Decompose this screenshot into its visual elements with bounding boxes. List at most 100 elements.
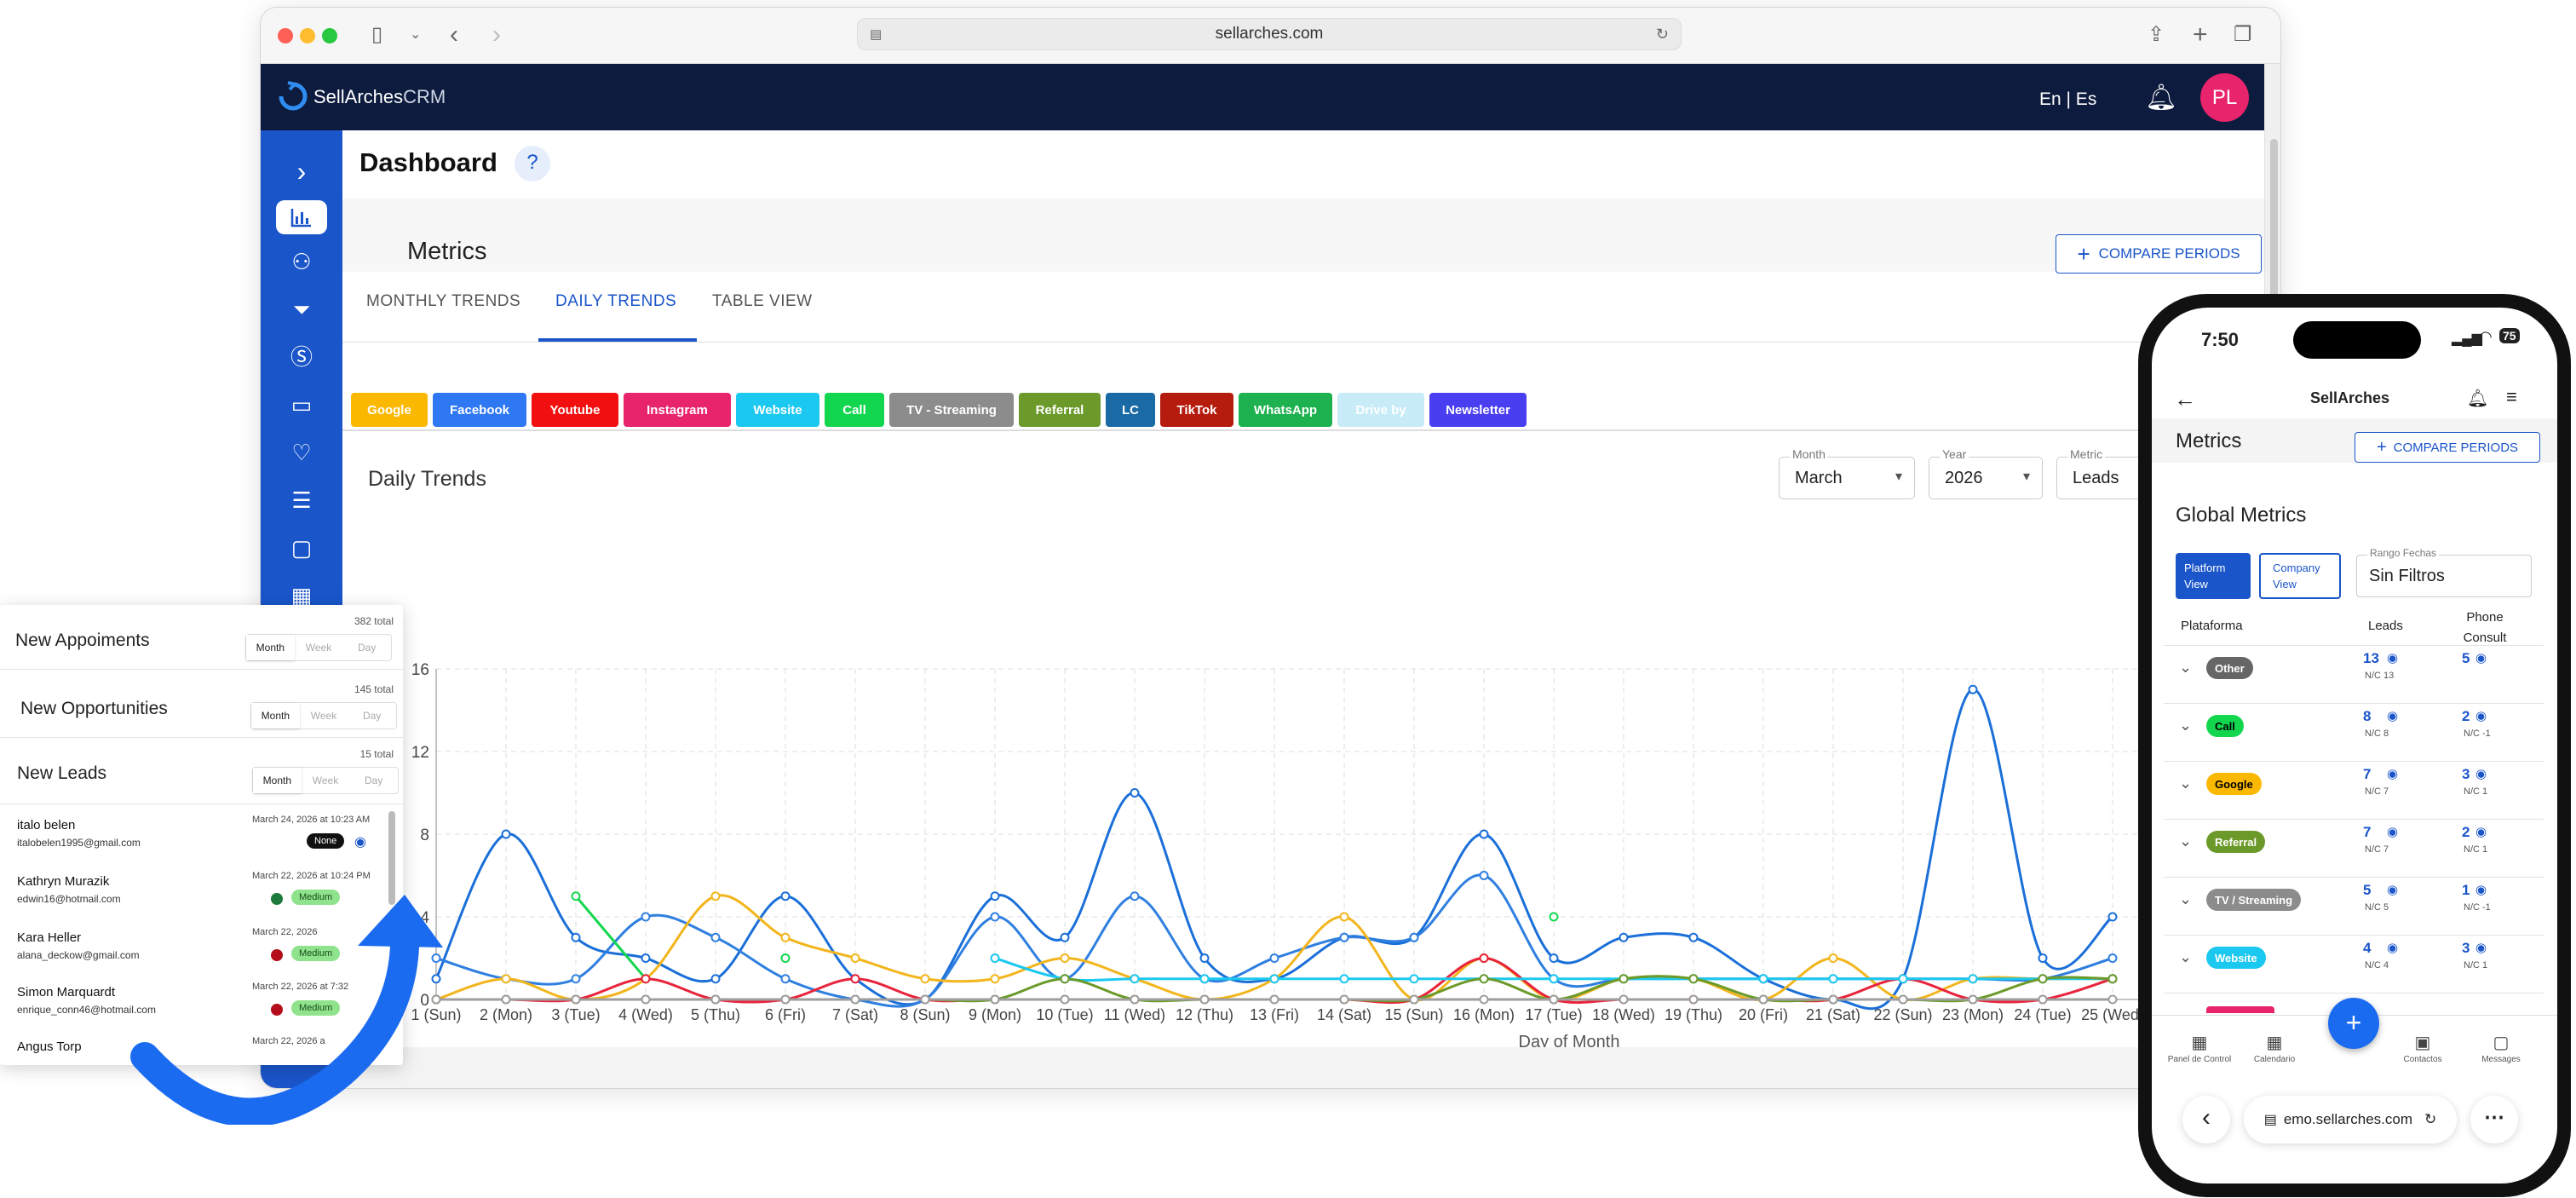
expand-row-icon[interactable]: ⌄ [2179,717,2193,734]
minimize-window-button[interactable] [300,28,315,43]
data-point[interactable] [501,829,511,839]
data-point[interactable] [571,891,581,901]
data-point[interactable] [1479,974,1489,984]
data-point[interactable] [2107,994,2118,1005]
bell-icon[interactable]: 🔔︎ [2467,389,2489,408]
data-point[interactable] [1479,871,1489,880]
eye-icon[interactable]: ◉ [2475,767,2487,781]
lead-name[interactable]: Simon Marquardt [17,985,116,999]
data-point[interactable] [1758,994,1768,1005]
eye-icon[interactable]: ◉ [2387,825,2399,839]
bottom-nav-item[interactable]: ▣ Contactos [2389,1032,2457,1064]
data-point[interactable] [1479,953,1489,963]
data-point[interactable] [1130,994,1140,1005]
compare-periods-button[interactable]: + COMPARE PERIODS [2056,234,2262,274]
reload-icon[interactable]: ↻ [1655,25,1669,43]
sidebar-item-billing[interactable]: ▭ [276,388,327,422]
back-arrow-icon[interactable]: ← [2174,386,2196,412]
close-window-button[interactable] [278,28,293,43]
data-point[interactable] [780,994,791,1005]
data-point[interactable] [1968,974,1978,984]
data-point[interactable] [1968,684,1978,694]
bottom-nav-item[interactable]: ▦ Panel de Control [2165,1032,2234,1064]
bell-icon[interactable]: 🔔︎ [2145,84,2178,112]
data-point[interactable] [1549,953,1559,963]
segment-month[interactable]: Month [251,703,300,729]
app-logo[interactable]: SellArches CRM [276,81,446,113]
data-point[interactable] [1269,974,1279,984]
data-point[interactable] [1130,974,1140,984]
data-point[interactable] [990,994,1000,1005]
data-point[interactable] [1409,932,1419,942]
data-point[interactable] [2107,912,2118,922]
data-point[interactable] [2038,994,2048,1005]
data-point[interactable] [641,994,651,1005]
data-point[interactable] [1130,788,1140,798]
eye-icon[interactable]: ◉ [2475,651,2487,665]
more-icon[interactable]: ⋯ [2470,1096,2518,1143]
expand-sidebar-icon[interactable]: › [296,156,307,187]
data-point[interactable] [2038,953,2048,963]
tab-table-view[interactable]: TABLE VIEW [712,292,813,310]
new-tab-icon[interactable]: + [2193,20,2208,49]
back-icon[interactable]: ‹ [450,20,458,49]
data-point[interactable] [780,974,791,984]
help-icon[interactable]: ? [515,146,550,181]
lead-name[interactable]: Kara Heller [17,930,82,945]
data-point[interactable] [1409,994,1419,1005]
data-point[interactable] [1199,953,1210,963]
data-point[interactable] [850,974,860,984]
data-point[interactable] [2107,974,2118,984]
sidebar-item-contacts[interactable]: ⚇ [276,245,327,279]
lead-name[interactable]: Kathryn Murazik [17,874,110,889]
data-point[interactable] [641,974,651,984]
data-point[interactable] [850,953,860,963]
data-point[interactable] [571,932,581,942]
data-point[interactable] [1060,974,1070,984]
platform-chip-tiktok[interactable]: TikTok [1160,393,1233,427]
data-point[interactable] [1339,994,1349,1005]
data-point[interactable] [990,974,1000,984]
data-point[interactable] [1619,932,1629,942]
sidebar-item-health[interactable]: ♡ [276,435,327,469]
data-point[interactable] [780,891,791,901]
expand-row-icon[interactable]: ⌄ [2179,948,2193,965]
platform-chip-website[interactable]: Website [736,393,819,427]
platform-chip-whatsapp[interactable]: WhatsApp [1239,393,1332,427]
data-point[interactable] [920,994,930,1005]
tab-daily-trends[interactable]: DAILY TRENDS [555,292,677,310]
eye-icon[interactable]: ◉ [2387,651,2399,665]
period-segmented-control[interactable]: Month Week Day [252,767,399,794]
data-point[interactable] [1339,974,1349,984]
data-point[interactable] [1758,974,1768,984]
eye-icon[interactable]: ◉ [2387,883,2399,897]
data-point[interactable] [1409,974,1419,984]
data-point[interactable] [1199,994,1210,1005]
date-range-field[interactable]: Rango Fechas Sin Filtros [2356,547,2532,597]
data-point[interactable] [641,953,651,963]
period-segmented-control[interactable]: Month Week Day [245,634,392,661]
data-point[interactable] [920,974,930,984]
data-point[interactable] [1828,974,1838,984]
platform-chip-youtube[interactable]: Youtube [532,393,618,427]
sidebar-item-dashboard[interactable] [276,200,327,234]
share-icon[interactable]: ⇪ [2148,23,2165,46]
data-point[interactable] [1269,953,1279,963]
expand-row-icon[interactable]: ⌄ [2179,890,2193,907]
data-point[interactable] [1898,974,1908,984]
platform-chip-google[interactable]: Google [351,393,428,427]
phone-address-bar[interactable]: ▤ emo.sellarches.com ↻ [2244,1096,2457,1143]
sidebar-item-calendar[interactable]: ▦ [276,579,327,613]
segment-day[interactable]: Day [365,775,383,786]
data-point[interactable] [431,974,441,984]
data-point[interactable] [1479,829,1489,839]
data-point[interactable] [710,994,721,1005]
panel-scrollbar[interactable] [388,811,395,905]
expand-row-icon[interactable]: ⌄ [2179,832,2193,850]
eye-icon[interactable]: ◉ [2475,825,2487,839]
data-point[interactable] [1898,994,1908,1005]
data-point[interactable] [990,953,1000,963]
data-point[interactable] [1130,891,1140,901]
data-point[interactable] [1549,912,1559,922]
segment-week[interactable]: Week [305,642,332,654]
